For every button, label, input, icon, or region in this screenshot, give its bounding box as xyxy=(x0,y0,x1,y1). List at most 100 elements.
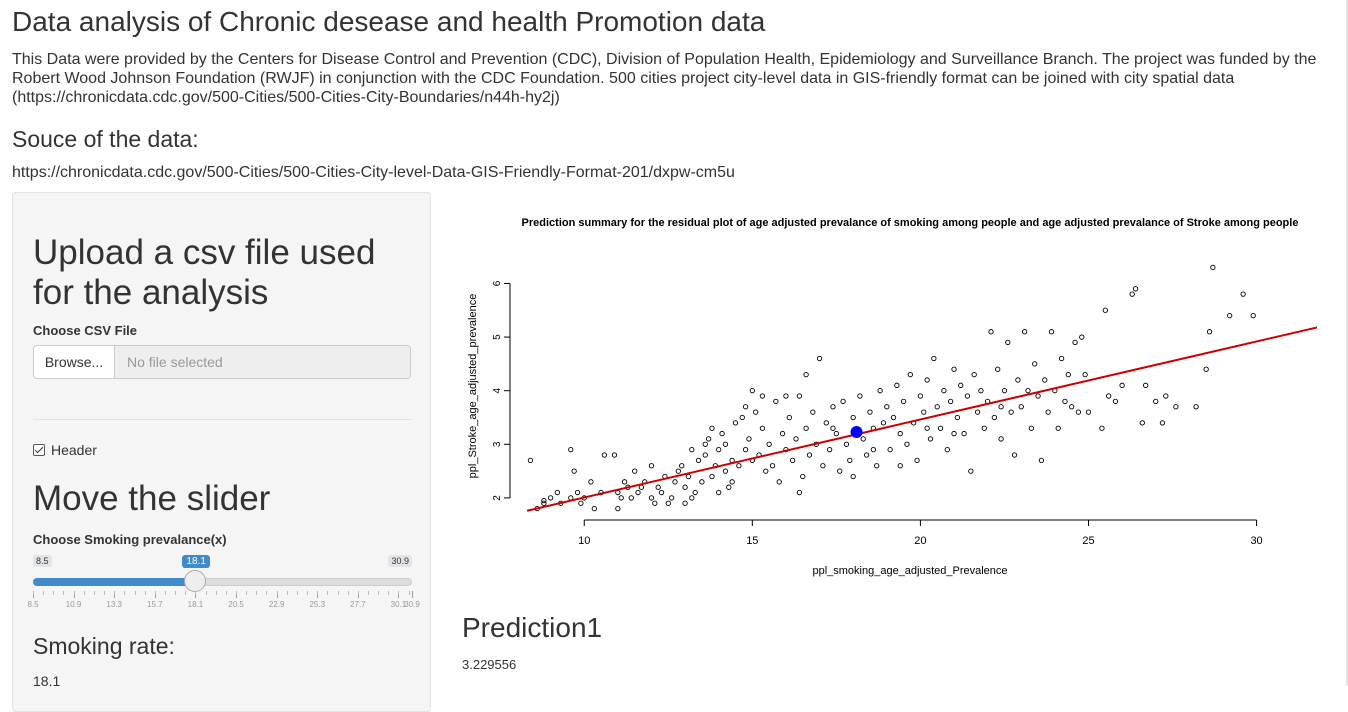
data-point xyxy=(719,430,725,437)
file-input-group[interactable]: Browse... No file selected xyxy=(33,345,411,379)
data-point xyxy=(998,436,1004,442)
slider-minor-tick xyxy=(195,591,197,595)
data-point xyxy=(726,484,732,490)
data-point xyxy=(1112,398,1119,405)
x-tick-label: 30 xyxy=(1250,535,1262,547)
data-point xyxy=(921,409,927,415)
slider-tick-label: 13.3 xyxy=(106,600,122,609)
data-point xyxy=(1062,398,1068,405)
data-point xyxy=(823,420,829,426)
slider-minor-tick xyxy=(408,591,410,595)
data-point xyxy=(591,505,597,512)
slider-minor-tick xyxy=(114,591,116,595)
slider-label: Choose Smoking prevalance(x) xyxy=(33,532,227,547)
data-point xyxy=(668,495,675,501)
data-point xyxy=(833,430,840,437)
data-point xyxy=(716,447,722,453)
data-point xyxy=(948,398,954,405)
slider-minor-tick xyxy=(53,591,55,595)
data-point xyxy=(806,452,813,458)
header-checkbox[interactable] xyxy=(33,444,45,456)
data-point xyxy=(803,371,809,378)
data-point xyxy=(988,329,994,335)
data-point xyxy=(702,452,708,458)
data-point xyxy=(927,436,934,442)
slider-major-tick xyxy=(412,591,413,598)
data-point xyxy=(803,425,809,431)
browse-button[interactable]: Browse... xyxy=(33,345,115,379)
data-point xyxy=(635,489,641,496)
data-point xyxy=(1072,339,1078,346)
data-point xyxy=(837,468,843,474)
data-point xyxy=(541,497,547,504)
data-point xyxy=(1139,420,1145,426)
data-point xyxy=(884,404,890,410)
data-point xyxy=(709,473,715,480)
data-point xyxy=(1069,404,1075,410)
slider-minor-tick xyxy=(93,591,95,595)
data-point xyxy=(1082,371,1088,378)
data-point xyxy=(689,447,695,453)
data-point xyxy=(571,468,577,474)
data-point xyxy=(615,505,621,512)
data-point xyxy=(665,500,671,506)
data-point xyxy=(1203,366,1209,372)
slider-minor-tick xyxy=(246,591,248,595)
data-point xyxy=(958,382,964,388)
slider-tick-label: 18.1 xyxy=(187,600,204,609)
data-point xyxy=(749,388,755,394)
data-point xyxy=(547,495,554,501)
data-point xyxy=(863,452,870,458)
header-checkbox-row[interactable]: Header xyxy=(33,442,97,458)
slider-minor-tick xyxy=(225,591,227,595)
data-point xyxy=(779,430,786,437)
data-point xyxy=(1042,377,1048,383)
data-point xyxy=(850,473,856,480)
slider-minor-tick xyxy=(185,591,187,595)
residual-scatter-plot: Prediction summary for the residual plot… xyxy=(467,217,1318,577)
slider-tick-label: 30.9 xyxy=(404,600,420,609)
data-point xyxy=(890,414,897,421)
data-point xyxy=(568,447,574,453)
data-point xyxy=(941,388,947,394)
data-point xyxy=(716,489,722,496)
rate-heading: Smoking rate: xyxy=(33,633,175,659)
data-point xyxy=(796,489,803,496)
data-point xyxy=(857,393,863,399)
data-point xyxy=(880,420,887,426)
data-point xyxy=(742,404,749,410)
upload-heading: Upload a csv file used for the analysis xyxy=(33,233,376,312)
data-point xyxy=(1085,409,1092,415)
data-point xyxy=(753,409,759,415)
data-point xyxy=(995,366,1001,372)
data-point xyxy=(739,414,745,421)
data-point xyxy=(954,414,961,421)
slider-minor-tick xyxy=(63,591,65,595)
smoking-slider[interactable]: 8.5 18.1 30.9 8.5 10.9 13.3 15.7 18.1 20.5 22.… xyxy=(27,553,420,613)
data-point xyxy=(732,420,739,426)
slider-handle[interactable] xyxy=(184,570,207,592)
divider xyxy=(33,419,411,420)
data-point xyxy=(860,436,866,442)
slider-minor-tick xyxy=(134,591,136,595)
slider-minor-tick xyxy=(144,591,146,595)
x-tick-label: 15 xyxy=(746,535,758,547)
data-point xyxy=(655,484,661,490)
slider-min-label: 8.5 xyxy=(33,555,52,567)
slider-minor-tick xyxy=(266,591,268,595)
slider-minor-tick xyxy=(286,591,288,595)
data-point xyxy=(887,447,893,453)
data-point xyxy=(638,484,645,490)
data-point xyxy=(847,457,853,464)
data-point xyxy=(709,425,715,431)
data-point xyxy=(914,457,920,464)
data-point xyxy=(759,425,766,431)
data-point xyxy=(1038,457,1045,464)
data-point xyxy=(628,495,634,501)
slider-max-label: 30.9 xyxy=(388,555,412,567)
data-point xyxy=(830,425,836,431)
data-point xyxy=(1032,361,1038,367)
data-point xyxy=(870,447,876,453)
scrollbar-edge xyxy=(1346,0,1348,686)
data-point xyxy=(1058,355,1065,362)
